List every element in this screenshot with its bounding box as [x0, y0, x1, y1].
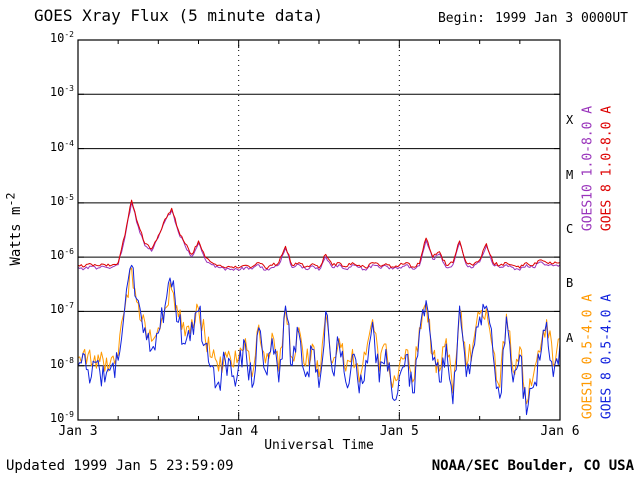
legend-goes10-short-text: GOES10 0.5-4.0 A: [580, 293, 596, 420]
series-line-2: [77, 267, 561, 405]
updated-timestamp: Updated 1999 Jan 5 23:59:09: [6, 458, 234, 474]
plot-frame: [77, 39, 561, 421]
series-line-0: [77, 201, 561, 271]
legend-goes10-long-text: GOES10 1.0-8.0 A: [580, 105, 596, 232]
begin-label: Begin:: [437, 11, 485, 26]
legend-goes10-short: GOES10 0.5-4.0 A: [581, 257, 596, 457]
legend-goes8-short: GOES 8 0.5-4.0 A: [600, 257, 615, 457]
series-line-3: [77, 264, 561, 416]
x-axis-label: Universal Time: [264, 438, 374, 453]
legend-goes10-long: GOES10 1.0-8.0 A: [581, 69, 596, 269]
source-attribution: NOAA/SEC Boulder, CO USA: [431, 458, 634, 474]
legend-goes8-long: GOES 8 1.0-8.0 A: [600, 69, 615, 269]
begin-value: 1999 Jan 3 0000UT: [494, 11, 628, 26]
legend-goes8-short-text: GOES 8 0.5-4.0 A: [599, 293, 615, 420]
chart-title: GOES Xray Flux (5 minute data): [34, 6, 323, 25]
legend-goes8-long-text: GOES 8 1.0-8.0 A: [599, 105, 615, 232]
series-line-1: [77, 199, 561, 270]
begin-time-label: Begin: 1999 Jan 3 0000UT: [438, 11, 628, 26]
